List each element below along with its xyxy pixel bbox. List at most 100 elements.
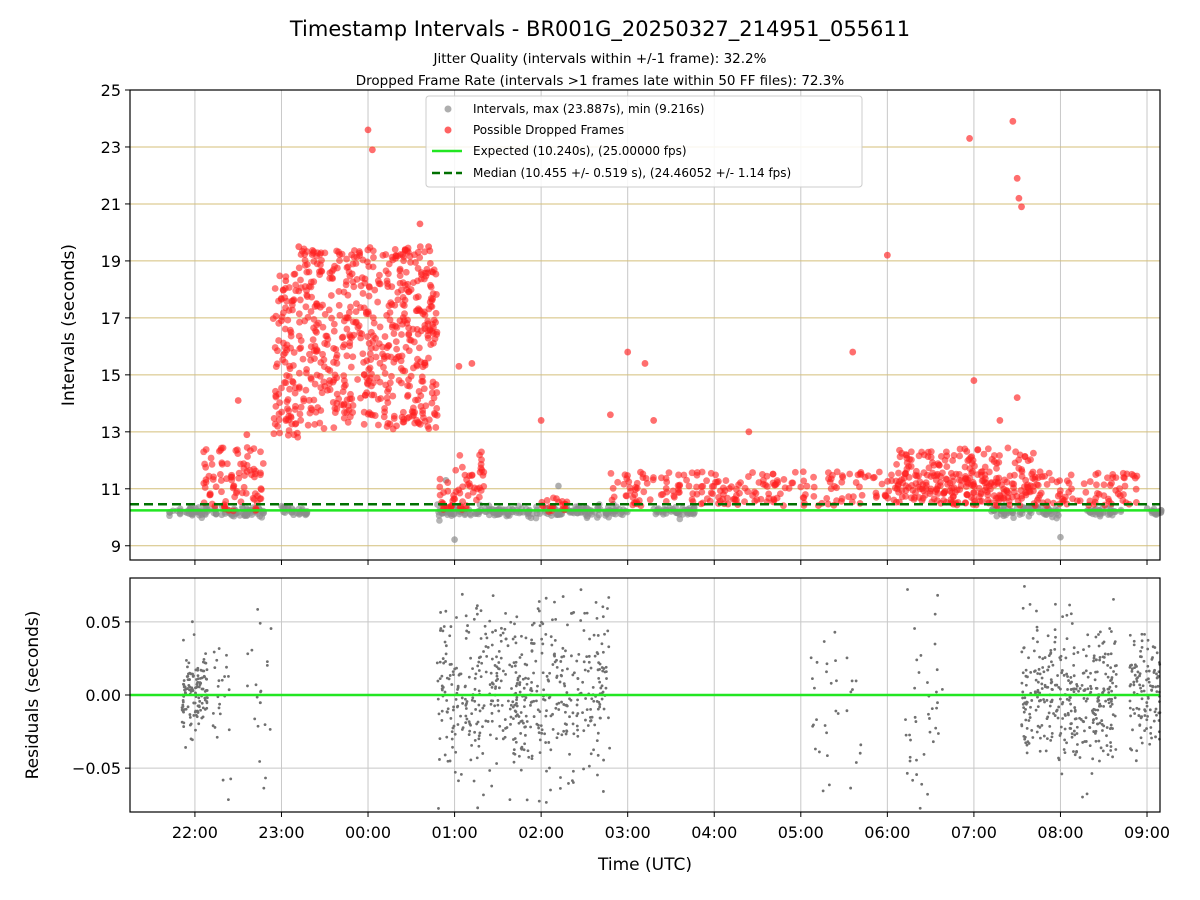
dropped-frame-point	[346, 342, 354, 350]
residual-point	[1038, 655, 1041, 659]
residual-point	[518, 656, 522, 659]
residual-point	[451, 708, 455, 712]
dropped-frame-point	[707, 489, 715, 497]
residual-point	[583, 668, 587, 672]
residual-point	[497, 709, 501, 713]
residual-point	[469, 723, 472, 727]
dropped-frame-point	[401, 310, 408, 318]
residual-point	[1147, 669, 1151, 673]
dropped-frame-point	[380, 363, 387, 371]
residual-point	[607, 596, 611, 599]
residual-point	[536, 684, 539, 688]
dropped-frame-point	[633, 484, 641, 492]
residual-point	[1113, 696, 1117, 700]
residual-point	[440, 709, 444, 713]
dropped-frame-point	[376, 323, 384, 331]
dropped-frame-point	[358, 330, 366, 338]
residual-point	[470, 712, 474, 715]
residual-point	[854, 679, 858, 683]
residual-point	[486, 720, 490, 723]
residual-point	[258, 621, 262, 625]
residual-point	[566, 623, 569, 627]
dropped-frame-point	[823, 494, 831, 502]
residual-point	[508, 707, 512, 711]
residual-point	[1024, 668, 1028, 672]
dropped-frame-point	[949, 457, 957, 464]
residual-point	[455, 616, 458, 619]
residual-point	[530, 757, 534, 761]
residual-point	[1129, 714, 1133, 718]
residual-point	[196, 674, 200, 678]
dropped-frame-point	[360, 371, 368, 379]
residual-point	[508, 663, 512, 667]
residual-point	[475, 756, 479, 760]
dropped-frame-point	[422, 269, 429, 277]
dropped-frame-point	[643, 479, 651, 487]
dropped-frame-point	[351, 247, 358, 254]
residual-point	[1150, 736, 1153, 740]
residual-point	[544, 632, 548, 636]
dropped-frame-point	[311, 380, 319, 388]
dropped-frame-point	[429, 290, 437, 298]
residual-point	[514, 714, 518, 718]
residual-point	[551, 618, 554, 622]
residual-point	[473, 738, 477, 742]
residual-point	[1093, 678, 1097, 682]
residual-point	[494, 687, 497, 690]
residual-point	[1135, 679, 1139, 683]
residual-point	[1129, 747, 1132, 751]
chart-title: Timestamp Intervals - BR001G_20250327_21…	[289, 17, 910, 42]
dropped-frame-point	[970, 495, 978, 503]
residual-point	[565, 723, 568, 726]
residual-point	[493, 704, 497, 708]
residual-point	[189, 690, 193, 693]
dropped-frame-point	[407, 336, 415, 344]
residual-point	[464, 684, 467, 688]
residual-point	[1115, 664, 1118, 667]
residual-point	[445, 676, 449, 680]
residual-point	[204, 652, 208, 656]
residual-point	[1038, 725, 1042, 729]
residual-point	[905, 771, 909, 775]
residual-point	[601, 615, 605, 619]
residual-point	[534, 659, 538, 663]
dropped-frame-point	[1114, 490, 1122, 498]
residual-point	[1075, 725, 1079, 729]
residual-point	[1109, 723, 1113, 727]
dropped-frame-point	[285, 373, 293, 380]
residual-point	[1049, 738, 1053, 742]
residual-point	[1101, 691, 1104, 695]
dropped-frame-point	[703, 477, 710, 485]
residual-point	[524, 714, 528, 718]
dropped-frame-point	[369, 247, 377, 255]
residual-point	[588, 637, 591, 641]
residual-point	[598, 703, 602, 706]
dropped-frame-point	[383, 394, 391, 402]
residual-point	[556, 732, 560, 736]
residual-point	[1095, 717, 1098, 720]
dropped-frame-point	[955, 471, 963, 478]
dropped-frame-point	[452, 466, 460, 474]
dropped-frame-point	[272, 363, 280, 370]
dropped-frame-point	[201, 484, 209, 491]
dropped-frame-point	[433, 331, 441, 338]
dropped-frame-point	[307, 343, 315, 351]
dropped-frame-point	[475, 493, 483, 501]
dropped-frame-point	[852, 479, 860, 486]
residual-point	[576, 698, 579, 702]
residual-point	[1148, 742, 1152, 746]
residual-point	[193, 701, 197, 705]
residual-point	[1108, 697, 1112, 701]
dropped-frame-point	[417, 403, 425, 410]
residual-point	[532, 699, 536, 703]
residual-point	[518, 690, 522, 694]
residual-point	[1069, 688, 1073, 691]
residual-point	[811, 724, 815, 728]
residual-point	[1082, 689, 1086, 692]
residual-point	[1084, 654, 1088, 658]
residual-point	[491, 594, 495, 598]
dropped-frame-point	[333, 264, 341, 272]
residual-point	[514, 740, 518, 744]
residual-point	[596, 707, 600, 711]
dropped-frame-point	[340, 317, 348, 325]
